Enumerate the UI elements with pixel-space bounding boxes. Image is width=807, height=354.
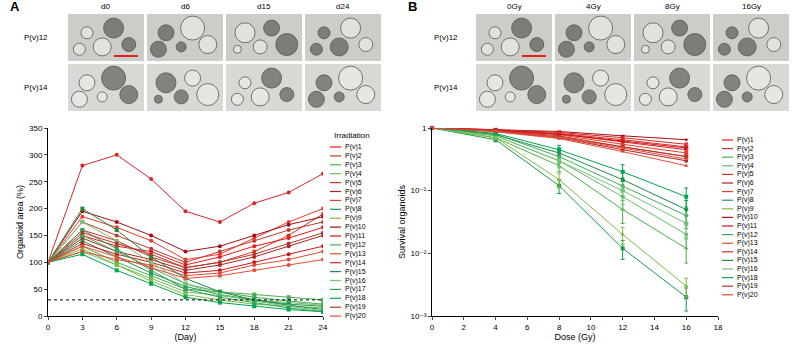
svg-text:P(v)4: P(v)4 — [737, 162, 754, 170]
svg-text:P(v)5: P(v)5 — [345, 179, 362, 187]
svg-text:P(v)2: P(v)2 — [737, 145, 754, 153]
svg-text:P(v)3: P(v)3 — [737, 153, 754, 161]
svg-text:P(v)7: P(v)7 — [345, 196, 362, 204]
svg-text:P(v)16: P(v)16 — [345, 277, 366, 285]
svg-text:6: 6 — [115, 323, 120, 332]
svg-text:(Day): (Day) — [175, 332, 197, 342]
svg-text:9: 9 — [149, 323, 154, 332]
svg-text:P(v)12: P(v)12 — [24, 33, 48, 42]
svg-text:18: 18 — [714, 323, 723, 332]
svg-text:P(v)14: P(v)14 — [434, 83, 458, 92]
svg-text:P(v)9: P(v)9 — [737, 205, 754, 213]
svg-text:P(v)20: P(v)20 — [345, 312, 366, 320]
svg-text:0Gy: 0Gy — [507, 2, 522, 11]
svg-text:16: 16 — [682, 323, 691, 332]
svg-text:d6: d6 — [181, 2, 190, 11]
svg-text:10⁻¹: 10⁻¹ — [411, 186, 427, 195]
svg-text:d15: d15 — [257, 2, 271, 11]
svg-text:1: 1 — [422, 124, 427, 133]
svg-text:A: A — [10, 0, 20, 14]
svg-text:18: 18 — [250, 323, 259, 332]
svg-text:P(v)11: P(v)11 — [345, 232, 365, 240]
svg-text:3: 3 — [80, 323, 85, 332]
svg-text:P(v)1: P(v)1 — [737, 136, 754, 144]
svg-text:P(v)12: P(v)12 — [737, 231, 758, 239]
svg-text:0: 0 — [430, 323, 435, 332]
svg-text:4Gy: 4Gy — [586, 2, 601, 11]
svg-text:P(v)14: P(v)14 — [24, 83, 48, 92]
svg-text:P(v)10: P(v)10 — [345, 223, 366, 231]
svg-text:16Gy: 16Gy — [742, 2, 761, 11]
svg-text:100: 100 — [29, 258, 43, 267]
svg-text:6: 6 — [525, 323, 530, 332]
svg-text:10⁻³: 10⁻³ — [411, 312, 427, 321]
svg-text:d0: d0 — [101, 2, 110, 11]
svg-text:250: 250 — [29, 178, 43, 187]
svg-text:10: 10 — [586, 323, 595, 332]
svg-text:P(v)13: P(v)13 — [345, 250, 366, 258]
svg-text:P(v)14: P(v)14 — [345, 259, 366, 267]
svg-text:P(v)12: P(v)12 — [434, 33, 458, 42]
svg-text:P(v)18: P(v)18 — [345, 294, 366, 302]
svg-text:P(v)15: P(v)15 — [345, 268, 366, 276]
svg-text:350: 350 — [29, 124, 43, 133]
svg-text:14: 14 — [650, 323, 659, 332]
svg-text:24: 24 — [319, 323, 328, 332]
svg-text:d24: d24 — [336, 2, 350, 11]
svg-text:P(v)5: P(v)5 — [737, 170, 754, 178]
svg-text:150: 150 — [29, 231, 43, 240]
svg-text:P(v)13: P(v)13 — [737, 239, 758, 247]
svg-text:P(v)6: P(v)6 — [737, 179, 754, 187]
svg-text:P(v)6: P(v)6 — [345, 188, 362, 196]
svg-text:P(v)8: P(v)8 — [345, 205, 362, 213]
svg-text:4: 4 — [493, 323, 498, 332]
svg-text:21: 21 — [284, 323, 293, 332]
svg-text:Survival organoids: Survival organoids — [397, 184, 407, 259]
svg-text:P(v)1: P(v)1 — [345, 143, 362, 151]
svg-text:P(v)19: P(v)19 — [345, 303, 366, 311]
svg-text:P(v)7: P(v)7 — [737, 188, 754, 196]
svg-text:P(v)19: P(v)19 — [737, 282, 758, 290]
svg-text:Dose (Gy): Dose (Gy) — [554, 332, 595, 342]
svg-text:P(v)4: P(v)4 — [345, 170, 362, 178]
svg-text:50: 50 — [33, 285, 42, 294]
svg-text:P(v)12: P(v)12 — [345, 241, 366, 249]
svg-text:P(v)9: P(v)9 — [345, 214, 362, 222]
svg-text:15: 15 — [215, 323, 224, 332]
svg-text:Irradiation: Irradiation — [334, 131, 370, 140]
svg-text:P(v)20: P(v)20 — [737, 291, 758, 299]
svg-text:P(v)17: P(v)17 — [345, 285, 366, 293]
svg-text:P(v)14: P(v)14 — [737, 248, 758, 256]
svg-text:0: 0 — [38, 312, 43, 321]
svg-text:8Gy: 8Gy — [665, 2, 680, 11]
svg-text:P(v)2: P(v)2 — [345, 152, 362, 160]
svg-text:P(v)11: P(v)11 — [737, 222, 757, 230]
svg-text:10⁻²: 10⁻² — [411, 249, 427, 258]
svg-text:P(v)8: P(v)8 — [737, 196, 754, 204]
svg-text:P(v)10: P(v)10 — [737, 213, 758, 221]
svg-text:P(v)16: P(v)16 — [737, 265, 758, 273]
svg-text:P(v)18: P(v)18 — [737, 274, 758, 282]
svg-text:300: 300 — [29, 151, 43, 160]
svg-text:B: B — [408, 0, 417, 14]
svg-text:2: 2 — [462, 323, 467, 332]
svg-text:12: 12 — [181, 323, 190, 332]
svg-text:8: 8 — [557, 323, 562, 332]
svg-text:200: 200 — [29, 204, 43, 213]
svg-text:12: 12 — [618, 323, 627, 332]
svg-text:0: 0 — [46, 323, 51, 332]
svg-text:Organoid area (%): Organoid area (%) — [15, 185, 25, 259]
svg-text:P(v)15: P(v)15 — [737, 256, 758, 264]
svg-text:P(v)3: P(v)3 — [345, 161, 362, 169]
